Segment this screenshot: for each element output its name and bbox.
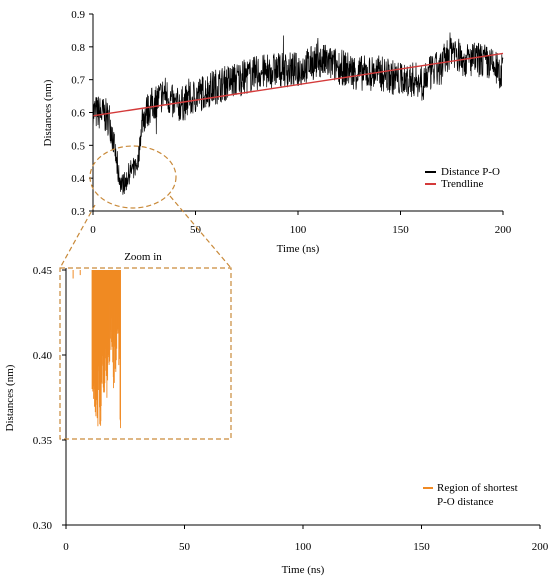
top-x-tick-label: 200 xyxy=(495,224,512,236)
top-y-tick-label: 0.3 xyxy=(71,206,85,218)
top-y-tick-label: 0.5 xyxy=(71,140,85,152)
zoom-ellipse xyxy=(89,145,177,209)
bottom-x-tick-label: 50 xyxy=(179,541,191,553)
trendline xyxy=(92,52,504,117)
bottom-y-tick-label: 0.45 xyxy=(33,265,53,277)
bottom-x-tick-label: 200 xyxy=(532,541,549,553)
zoom-label: Zoom in xyxy=(124,251,162,263)
legend-label-region-line1: Region of shortest xyxy=(437,482,518,494)
top-y-tick-label: 0.7 xyxy=(71,75,85,87)
top-chart: 0.3 0.4 0.5 0.6 0.7 0.8 0.9 0 50 100 150 200 Time … xyxy=(42,9,512,255)
zoom-box xyxy=(59,267,232,440)
bottom-x-tick-label: 0 xyxy=(63,541,69,553)
top-x-tick-label: 0 xyxy=(90,224,96,236)
bottom-x-axis-label: Time (ns) xyxy=(282,564,325,576)
top-x-axis-label: Time (ns) xyxy=(277,243,320,255)
zoom-annotation: Zoom in xyxy=(59,145,232,269)
bottom-x-tick-label: 100 xyxy=(295,541,312,553)
bottom-y-axis-label: Distances (nm) xyxy=(4,364,16,431)
top-x-tick-label: 50 xyxy=(190,224,202,236)
series-distance-po xyxy=(92,32,504,195)
top-x-tick-label: 150 xyxy=(392,224,409,236)
legend-label-region-line2: P-O distance xyxy=(437,496,494,508)
legend-label-trendline: Trendline xyxy=(441,178,483,190)
top-y-tick-label: 0.6 xyxy=(71,108,85,120)
legend-label-distance: Distance P-O xyxy=(441,166,500,178)
bottom-x-tick-label: 150 xyxy=(413,541,430,553)
top-y-axis-label: Distances (nm) xyxy=(42,79,54,146)
top-x-tick-label: 100 xyxy=(290,224,307,236)
zoom-connector-left xyxy=(59,204,96,269)
top-y-tick-label: 0.8 xyxy=(71,42,85,54)
top-y-tick-label: 0.4 xyxy=(71,173,85,185)
bottom-y-tick-label: 0.35 xyxy=(33,435,53,447)
bottom-chart: 0.300.350.400.45 0 50 100 150 200 Time (ns) … xyxy=(4,265,549,576)
bottom-y-tick-label: 0.40 xyxy=(33,350,53,362)
bottom-y-tick-label: 0.30 xyxy=(33,520,53,532)
top-y-tick-label: 0.9 xyxy=(71,9,85,21)
